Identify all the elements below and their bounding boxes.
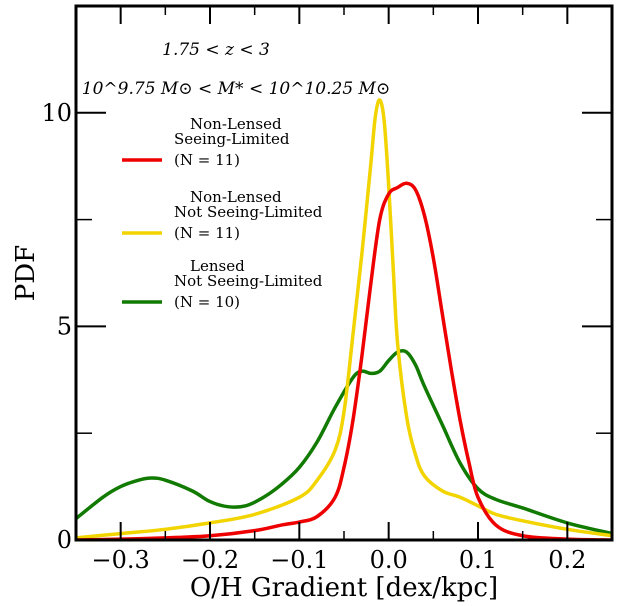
y-axis-label: PDF [11, 245, 41, 301]
x-tick-label: −0.2 [181, 546, 239, 574]
plot-frame [74, 4, 614, 542]
x-tick-label: −0.3 [92, 546, 150, 574]
x-tick-label: 0.2 [548, 546, 586, 574]
legend-label-line: Not Seeing-Limited [174, 272, 323, 290]
x-tick-label: 0.1 [459, 546, 497, 574]
series-line-non-lensed-not-seeing-limited [76, 98, 612, 540]
y-tick-label: 5 [57, 312, 72, 340]
x-axis-label: O/H Gradient [dex/kpc] [190, 573, 498, 603]
tick-layer: −0.3 −0.2 −0.1 0.0 0.1 0.2 0 5 10 [41, 6, 613, 574]
redshift-range-annotation: 1.75 < z < 3 [162, 40, 270, 60]
series-line-lensed-not-seeing-limited [76, 348, 612, 536]
annotations: 1.75 < z < 3 10^9.75 M⊙ < M* < 10^10.25 M… [82, 40, 390, 99]
y-tick-label: 10 [41, 99, 72, 127]
legend-label-line: Non-Lensed [190, 115, 282, 133]
legend-label-line: (N = 11) [174, 151, 240, 169]
x-tick-label: −0.1 [270, 546, 328, 574]
legend-label-line: Not Seeing-Limited [174, 203, 323, 221]
legend-label-line: Seeing-Limited [174, 130, 290, 148]
x-tick-label: 0.0 [370, 546, 408, 574]
legend-label-line: (N = 11) [174, 224, 240, 242]
y-tick-label: 0 [57, 526, 72, 554]
legend-label-line: Non-Lensed [190, 188, 282, 206]
legend-label-line: Lensed [190, 257, 245, 275]
series-line-non-lensed-seeing-limited [76, 181, 612, 540]
series-layer [76, 98, 612, 540]
legend-label-line: (N = 10) [174, 293, 240, 311]
stellar-mass-range-annotation: 10^9.75 M⊙ < M* < 10^10.25 M⊙ [82, 79, 390, 99]
